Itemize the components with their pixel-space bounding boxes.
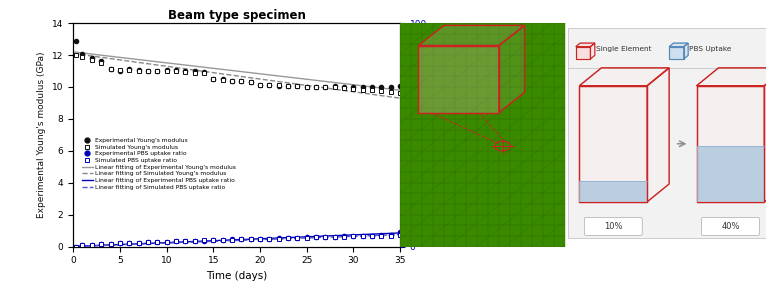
Polygon shape — [576, 43, 594, 47]
Legend: Experimental Young's modulus, Simulated Young's modulus, Experimental PBS uptake: Experimental Young's modulus, Simulated … — [79, 135, 238, 192]
Polygon shape — [576, 47, 591, 59]
Polygon shape — [697, 146, 765, 202]
Polygon shape — [647, 68, 669, 202]
FancyBboxPatch shape — [701, 218, 759, 235]
Title: Beam type specimen: Beam type specimen — [168, 9, 306, 22]
Polygon shape — [669, 47, 684, 59]
Polygon shape — [580, 86, 647, 202]
Polygon shape — [568, 28, 766, 238]
Polygon shape — [697, 86, 765, 202]
Polygon shape — [580, 68, 669, 86]
Text: PBS Uptake: PBS Uptake — [689, 46, 731, 52]
Polygon shape — [697, 68, 770, 86]
Polygon shape — [580, 181, 647, 202]
Text: 40%: 40% — [721, 222, 740, 231]
Polygon shape — [418, 46, 499, 113]
Polygon shape — [669, 43, 688, 47]
Text: 10%: 10% — [604, 222, 623, 231]
Polygon shape — [418, 26, 524, 46]
Polygon shape — [499, 26, 524, 113]
Polygon shape — [684, 43, 688, 59]
Y-axis label: Experimental Young's modulus (GPa): Experimental Young's modulus (GPa) — [38, 52, 46, 218]
Text: Single Element: Single Element — [596, 46, 651, 52]
Polygon shape — [765, 68, 770, 202]
Y-axis label: Experimental PBS uptake ratio (%): Experimental PBS uptake ratio (%) — [433, 56, 441, 213]
FancyBboxPatch shape — [584, 218, 642, 235]
Polygon shape — [400, 23, 564, 246]
X-axis label: Time (days): Time (days) — [206, 271, 267, 281]
Polygon shape — [591, 43, 594, 59]
